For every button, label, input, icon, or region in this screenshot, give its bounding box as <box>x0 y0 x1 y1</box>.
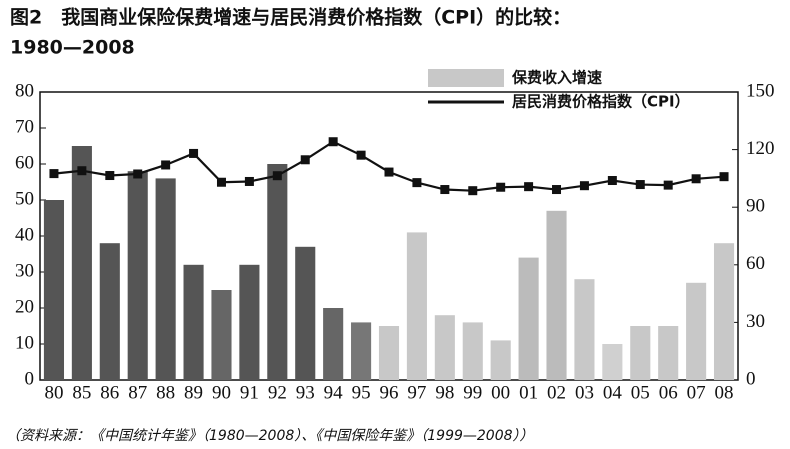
y-tick-label: 30 <box>15 260 34 281</box>
chart-title: 1980—2008 <box>10 37 135 59</box>
x-tick-label: 85 <box>72 382 91 403</box>
x-tick-label: 05 <box>631 382 650 403</box>
y-tick-label: 20 <box>15 296 34 317</box>
bar <box>295 246 316 380</box>
x-tick-label: 94 <box>324 382 344 403</box>
y2-tick-label: 60 <box>746 253 765 274</box>
bar <box>99 243 120 380</box>
point <box>496 182 506 192</box>
bar <box>518 257 539 380</box>
y-tick-label: 70 <box>15 116 34 137</box>
bar <box>267 164 288 380</box>
legend-label: 保费收入增速 <box>511 69 602 87</box>
x-tick-label: 96 <box>380 382 399 403</box>
x-tick-label: 97 <box>407 382 426 403</box>
x-tick-label: 87 <box>128 382 147 403</box>
bar <box>574 279 595 380</box>
point <box>607 176 617 186</box>
bar <box>406 232 427 380</box>
point <box>468 186 478 196</box>
point <box>328 137 338 147</box>
chart-title: 图2 我国商业保险保费增速与居民消费价格指数（CPI）的比较： <box>10 6 571 29</box>
y-tick-label: 0 <box>25 368 35 389</box>
x-tick-label: 01 <box>519 382 538 403</box>
point <box>244 176 254 186</box>
y2-tick-label: 90 <box>746 196 765 217</box>
x-tick-label: 95 <box>352 382 371 403</box>
bar <box>127 171 148 380</box>
point <box>412 178 422 188</box>
legend-swatch <box>428 69 504 87</box>
bar <box>351 322 372 380</box>
bar <box>658 326 679 380</box>
point <box>524 182 534 192</box>
bar <box>462 322 483 380</box>
point <box>216 177 226 187</box>
x-tick-label: 80 <box>44 382 63 403</box>
x-tick-label: 04 <box>603 382 623 403</box>
point <box>356 150 366 160</box>
point <box>161 160 171 170</box>
y2-tick-label: 150 <box>746 80 775 101</box>
x-tick-label: 91 <box>240 382 259 403</box>
bar <box>630 326 651 380</box>
source-note: （资料来源：《中国统计年鉴》（1980—2008）、《中国保险年鉴》（1999—… <box>6 428 534 444</box>
y-tick-label: 80 <box>15 80 34 101</box>
y2-tick-label: 120 <box>746 138 775 159</box>
x-tick-label: 90 <box>212 382 231 403</box>
point <box>663 180 673 190</box>
bar <box>434 315 455 380</box>
y2-tick-label: 30 <box>746 311 765 332</box>
point <box>635 180 645 190</box>
x-tick-label: 99 <box>463 382 482 403</box>
point <box>719 172 729 182</box>
point <box>440 185 450 195</box>
bar <box>43 200 65 380</box>
point <box>300 155 310 165</box>
point <box>133 169 143 179</box>
point <box>384 167 394 177</box>
bar <box>713 243 735 380</box>
x-tick-label: 86 <box>100 382 119 403</box>
bar <box>239 264 260 380</box>
y-tick-label: 40 <box>15 224 34 245</box>
x-tick-label: 06 <box>659 382 678 403</box>
y2-tick-label: 0 <box>746 368 756 389</box>
bar <box>490 340 511 380</box>
x-tick-label: 08 <box>715 382 734 403</box>
y-tick-label: 10 <box>15 332 34 353</box>
y-tick-label: 50 <box>15 188 34 209</box>
bar <box>686 282 707 380</box>
bar <box>155 178 176 380</box>
bar <box>211 290 232 380</box>
x-tick-label: 93 <box>296 382 315 403</box>
y-tick-label: 60 <box>15 152 34 173</box>
point <box>189 148 199 158</box>
legend-label: 居民消费价格指数（CPI） <box>512 93 690 111</box>
x-tick-label: 07 <box>687 382 706 403</box>
x-tick-label: 89 <box>184 382 203 403</box>
line <box>53 140 725 192</box>
x-tick-label: 03 <box>575 382 594 403</box>
point <box>105 171 115 181</box>
x-tick-label: 98 <box>435 382 454 403</box>
point <box>579 181 589 191</box>
bar <box>378 326 400 380</box>
point <box>49 169 59 179</box>
point <box>552 185 562 195</box>
bar <box>183 264 204 380</box>
x-tick-label: 88 <box>156 382 175 403</box>
bar <box>602 344 623 380</box>
x-tick-label: 02 <box>547 382 566 403</box>
bar <box>546 210 567 380</box>
bar <box>71 146 92 380</box>
point <box>77 166 87 176</box>
x-tick-label: 92 <box>268 382 287 403</box>
bar <box>323 308 344 380</box>
x-tick-label: 00 <box>491 382 510 403</box>
point <box>691 174 701 184</box>
point <box>272 171 282 181</box>
